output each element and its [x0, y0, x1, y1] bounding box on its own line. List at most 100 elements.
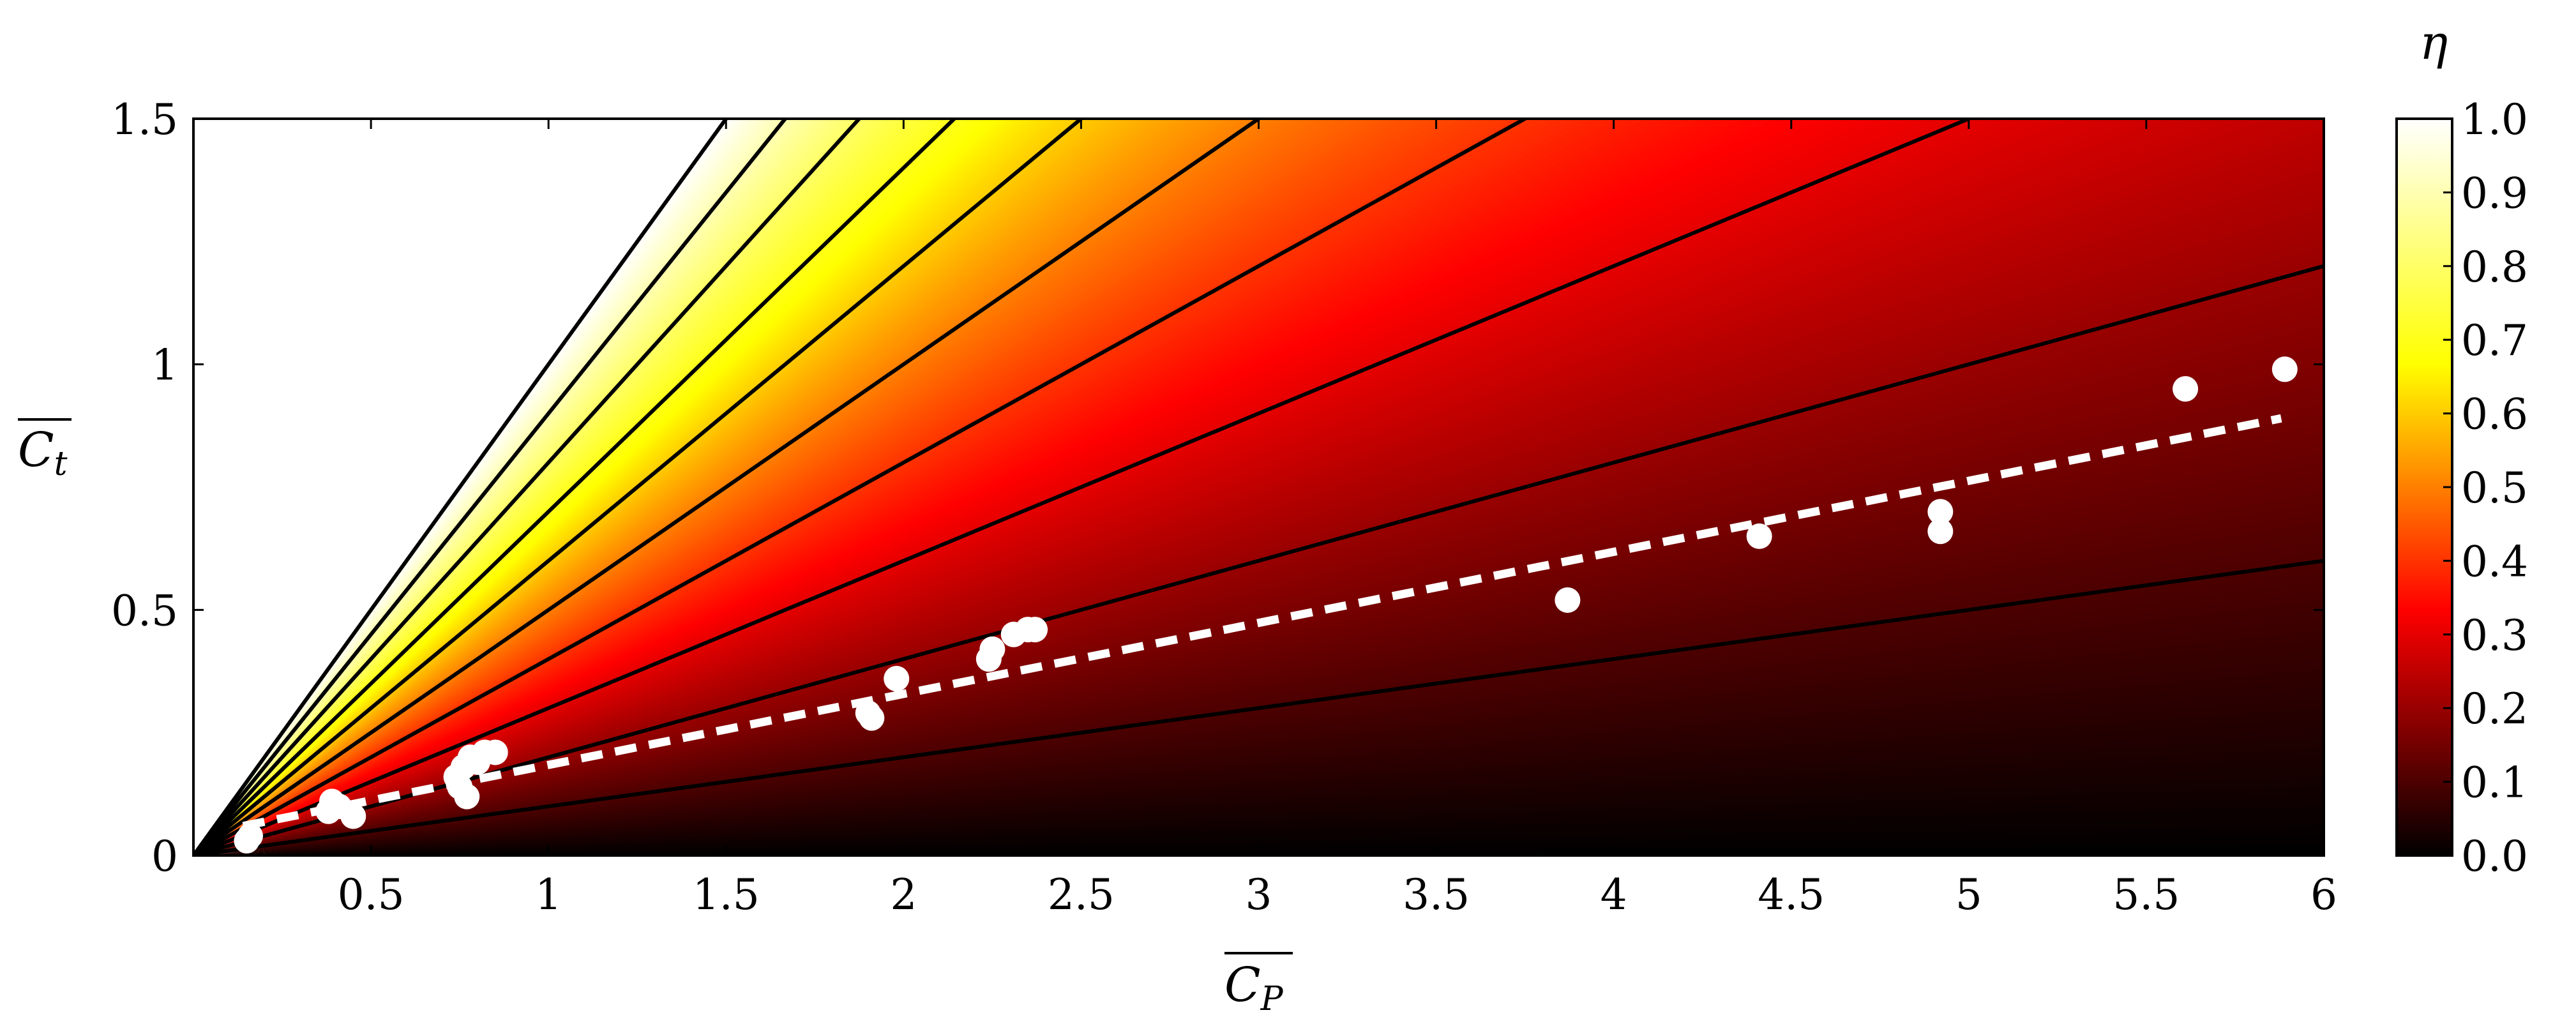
heatmap-wedge — [193, 119, 769, 855]
heatmap-wedge — [193, 119, 825, 855]
heatmap-wedge — [193, 119, 1912, 855]
heatmap-wedge — [193, 119, 836, 855]
heatmap-wedge — [193, 119, 1571, 855]
heatmap-wedge — [193, 119, 1123, 855]
heatmap-wedge — [193, 119, 1224, 855]
heatmap-wedge — [193, 119, 797, 855]
colorbar-tick-label: 0.9 — [2461, 169, 2528, 218]
heatmap-wedge — [193, 119, 760, 855]
x-axis-label-sub: P — [1260, 980, 1284, 1017]
heatmap-wedge — [193, 119, 917, 855]
scatter-point — [2173, 376, 2199, 402]
heatmap-wedge — [193, 119, 1304, 855]
heatmap-wedge — [193, 119, 741, 855]
heatmap-wedge — [193, 119, 1841, 855]
scatter-point — [454, 783, 480, 810]
x-tick-label: 3 — [1246, 870, 1272, 919]
heatmap-wedge — [193, 119, 880, 855]
heatmap-wedge — [193, 119, 1352, 855]
heatmap-wedge — [193, 119, 1180, 855]
heatmap-wedge — [193, 119, 823, 855]
x-axis-label: CP — [1224, 952, 1293, 1017]
heatmap-wedge — [193, 119, 2269, 855]
heatmap-wedge — [193, 119, 865, 855]
heatmap-wedge — [193, 119, 1021, 855]
heatmap-wedge — [193, 119, 743, 855]
heatmap-wedge — [193, 119, 947, 855]
x-axis-ticks: 0.5 1 1.5 2 2.5 3 3.5 4 4.5 5 5.5 6 — [338, 119, 2337, 919]
heatmap-wedge — [193, 119, 775, 855]
heatmap-wedge — [193, 119, 828, 855]
heatmap-wedge — [193, 119, 2242, 855]
heatmap-wedge — [193, 119, 1808, 855]
heatmap-wedge — [193, 119, 2324, 855]
heatmap-wedge — [193, 119, 1503, 855]
heatmap-wedge — [193, 119, 871, 855]
y-axis-ticks: 0 0.5 1 1.5 — [111, 95, 2324, 881]
scatter-point — [1555, 587, 1581, 613]
scatter-point — [2271, 356, 2298, 382]
heatmap-wedge — [193, 119, 1452, 855]
scatter-point — [1746, 523, 1772, 549]
heatmap-wedge — [193, 119, 1745, 855]
heatmap-wedge — [193, 119, 838, 855]
heatmap-wedge — [193, 119, 873, 855]
heatmap-wedge — [193, 119, 1005, 855]
scatter-point — [237, 823, 263, 849]
heatmap-wedge — [193, 119, 1218, 855]
heatmap-wedge — [193, 119, 1858, 855]
heatmap-wedge — [193, 119, 2143, 855]
heatmap-wedge — [193, 119, 779, 855]
heatmap-wedge — [193, 119, 1560, 855]
colorbar-fill — [2397, 119, 2452, 855]
heatmap-wedge — [193, 119, 1311, 855]
heatmap-wedge — [193, 119, 2030, 855]
heatmap-wedge — [193, 119, 1673, 855]
colorbar-tick-label: 0.0 — [2461, 832, 2528, 881]
contour-line — [193, 559, 2324, 855]
scatter-point — [1927, 499, 1954, 525]
x-tick-label: 5 — [1955, 870, 1982, 919]
y-axis-label-text: Ct — [18, 423, 68, 483]
heatmap-wedge — [193, 119, 1327, 855]
heatmap-wedge — [193, 119, 877, 855]
y-tick-label: 0 — [151, 832, 178, 881]
heatmap-wedge — [193, 119, 1775, 855]
heatmap-wedge — [193, 119, 737, 855]
heatmap-wedge — [193, 119, 1462, 855]
colorbar-tick-label: 0.1 — [2461, 758, 2528, 808]
heatmap-wedge — [193, 119, 1035, 855]
heatmap-wedge — [193, 119, 1931, 855]
heatmap-wedge — [193, 119, 1145, 855]
heatmap-wedge — [193, 119, 904, 855]
y-tick-label: 1 — [151, 341, 178, 390]
fit-line-layer — [242, 414, 2282, 831]
heatmap-wedge — [193, 119, 1062, 855]
heatmap-wedge — [193, 119, 1044, 855]
y-axis-label-main: C — [18, 423, 54, 478]
x-tick-label: 4 — [1601, 870, 1627, 919]
heatmap-wedge — [193, 119, 2191, 855]
heatmap-wedge — [193, 119, 820, 855]
heatmap-wedge — [193, 119, 841, 855]
heatmap-wedge — [193, 119, 1117, 855]
heatmap-wedge — [193, 119, 927, 855]
heatmap-wedge — [193, 119, 997, 855]
heatmap-wedge — [193, 119, 1072, 855]
heatmap-wedge — [193, 119, 1238, 855]
x-tick-label: 3.5 — [1403, 870, 1470, 919]
heatmap-wedge — [193, 119, 1205, 855]
heatmap-wedge — [193, 119, 1212, 855]
heatmap-wedge — [193, 119, 1660, 855]
heatmap-wedge — [193, 119, 1791, 855]
heatmap-wedge — [193, 119, 1134, 855]
heatmap-wedge — [193, 119, 745, 855]
x-tick-label: 4.5 — [1758, 870, 1825, 919]
heatmap-wedge — [193, 119, 1730, 855]
heatmap-wedge — [193, 119, 1107, 855]
x-tick-label: 1.5 — [693, 870, 760, 919]
contour-line — [193, 119, 958, 855]
heatmap-wedge — [193, 119, 1433, 855]
colorbar-tick-label: 0.3 — [2461, 611, 2528, 660]
colorbar-tick-label: 0.2 — [2461, 684, 2528, 734]
